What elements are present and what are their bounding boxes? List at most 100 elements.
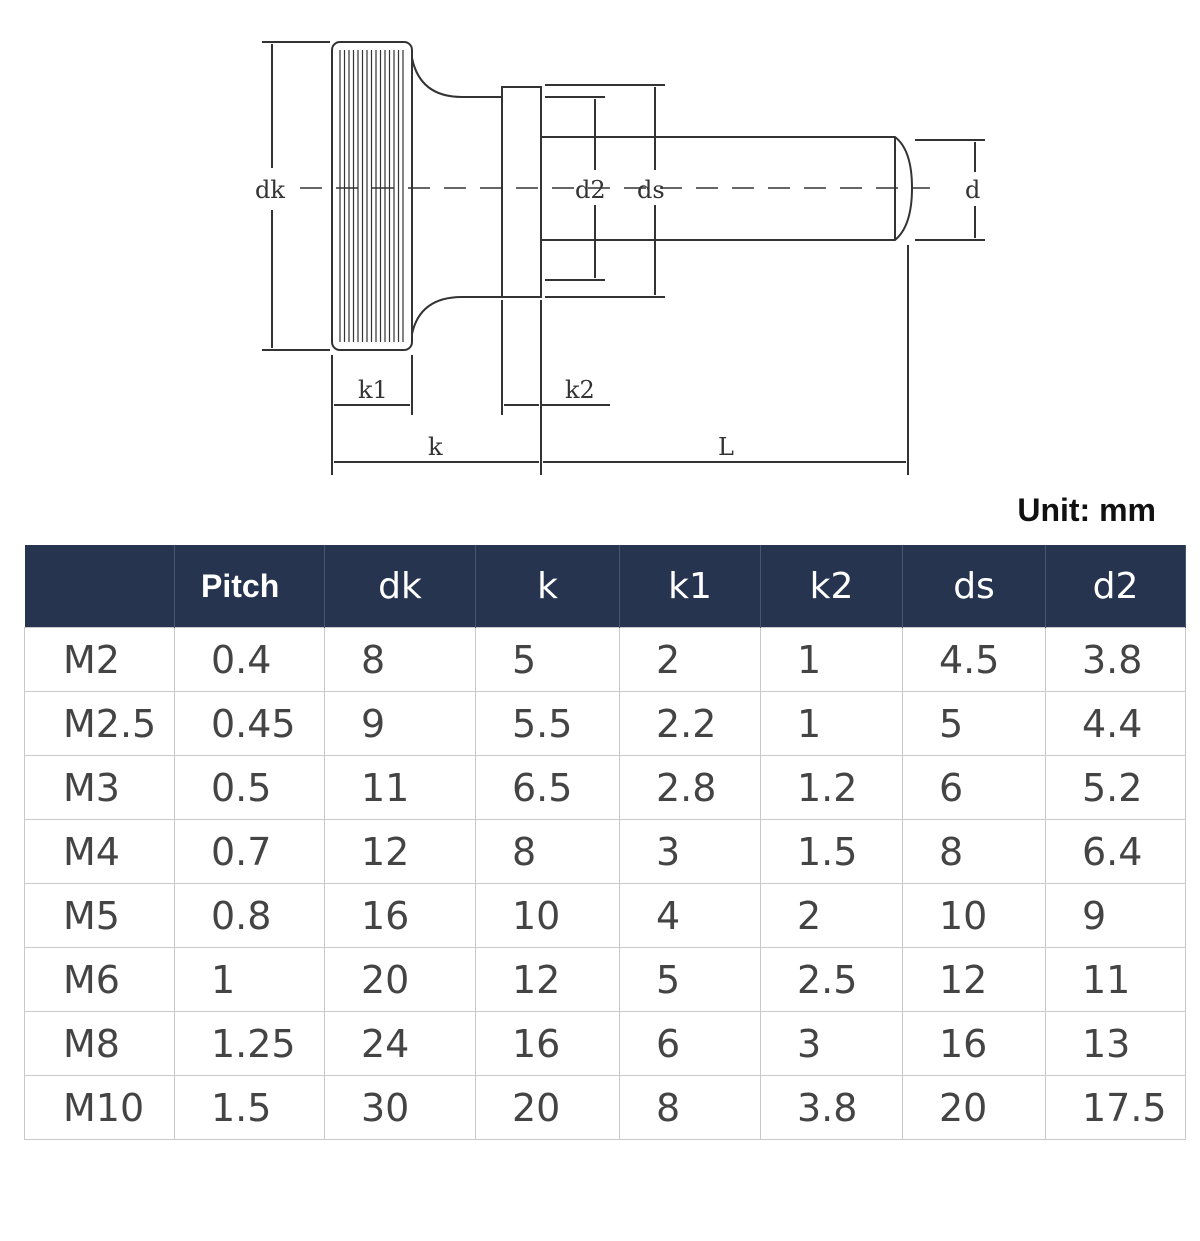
value-cell: 13	[1045, 1011, 1186, 1076]
table-row: M2.5 0.45 9 5.5 2.2 1 5 4.4	[24, 691, 1186, 756]
value-cell: 24	[324, 1011, 476, 1076]
value-cell: 12	[902, 947, 1046, 1012]
value-cell: 1.25	[174, 1011, 325, 1076]
dim-label: d2	[575, 176, 606, 204]
value-cell: 10	[902, 883, 1046, 948]
value-cell: 1	[174, 947, 325, 1012]
column-header: Pitch	[174, 545, 325, 628]
value-cell: 9	[324, 691, 476, 756]
value-cell: 12	[475, 947, 620, 1012]
value-cell: 10	[475, 883, 620, 948]
value-cell: 8	[902, 819, 1046, 884]
value-cell: 6.4	[1045, 819, 1186, 884]
value-cell: 0.7	[174, 819, 325, 884]
value-cell: 11	[1045, 947, 1186, 1012]
value-cell: 0.45	[174, 691, 325, 756]
dim-label: k1	[358, 376, 388, 404]
column-header: k2	[760, 545, 903, 628]
value-cell: 1	[760, 691, 903, 756]
unit-label: Unit: mm	[1017, 492, 1156, 528]
value-cell: 2.8	[619, 755, 761, 820]
value-cell: 5	[475, 627, 620, 692]
value-cell: 20	[902, 1075, 1046, 1140]
value-cell: 2.5	[760, 947, 903, 1012]
table-row: M3 0.5 11 6.5 2.8 1.2 6 5.2	[24, 755, 1186, 820]
column-header: ds	[902, 545, 1046, 628]
value-cell: 16	[475, 1011, 620, 1076]
size-cell: M2	[24, 627, 175, 692]
size-cell: M10	[24, 1075, 175, 1140]
value-cell: 2.2	[619, 691, 761, 756]
value-cell: 5	[902, 691, 1046, 756]
value-cell: 4.4	[1045, 691, 1186, 756]
dim-label: k	[428, 433, 443, 461]
value-cell: 16	[902, 1011, 1046, 1076]
size-cell: M2.5	[24, 691, 175, 756]
value-cell: 0.8	[174, 883, 325, 948]
value-cell: 17.5	[1045, 1075, 1186, 1140]
collar	[501, 86, 542, 298]
header-corner	[24, 545, 175, 628]
value-cell: 8	[619, 1075, 761, 1140]
value-cell: 1.2	[760, 755, 903, 820]
value-cell: 0.4	[174, 627, 325, 692]
dim-label: L	[718, 433, 734, 461]
value-cell: 5	[619, 947, 761, 1012]
value-cell: 5.5	[475, 691, 620, 756]
size-cell: M4	[24, 819, 175, 884]
value-cell: 6	[902, 755, 1046, 820]
size-cell: M5	[24, 883, 175, 948]
header-row: Pitch dk k k1 k2 ds d2	[24, 545, 1186, 628]
table-row: M2 0.4 8 5 2 1 4.5 3.8	[24, 627, 1186, 692]
value-cell: 20	[475, 1075, 620, 1140]
size-cell: M8	[24, 1011, 175, 1076]
value-cell: 30	[324, 1075, 476, 1140]
neck	[411, 57, 502, 335]
value-cell: 9	[1045, 883, 1186, 948]
dim-label: dk	[255, 176, 285, 204]
value-cell: 1.5	[174, 1075, 325, 1140]
value-cell: 3.8	[760, 1075, 903, 1140]
knurling	[339, 50, 404, 342]
value-cell: 3	[760, 1011, 903, 1076]
column-header: d2	[1045, 545, 1186, 628]
knurled-head	[331, 41, 413, 351]
table-body: M2 0.4 8 5 2 1 4.5 3.8 M2.5 0.45 9 5.5 2.2 1 5 4.4 M3 0.5…	[24, 627, 1186, 1140]
size-cell: M6	[24, 947, 175, 1012]
value-cell: 12	[324, 819, 476, 884]
value-cell: 5.2	[1045, 755, 1186, 820]
value-cell: 2	[760, 883, 903, 948]
dim-label: d	[965, 176, 980, 204]
column-header: dk	[324, 545, 476, 628]
value-cell: 16	[324, 883, 476, 948]
screw-outline	[300, 41, 930, 351]
column-header: k1	[619, 545, 761, 628]
spec-table: Pitch dk k k1 k2 ds d2 M2 0.4 8 5 2 1 4.5 3.8 M2.5 0.45…	[24, 545, 1186, 1140]
value-cell: 1.5	[760, 819, 903, 884]
value-cell: 3.8	[1045, 627, 1186, 692]
table-row: M6 1 20 12 5 2.5 12 11	[24, 947, 1186, 1012]
size-cell: M3	[24, 755, 175, 820]
value-cell: 8	[475, 819, 620, 884]
value-cell: 2	[619, 627, 761, 692]
value-cell: 1	[760, 627, 903, 692]
dim-label: ds	[637, 176, 665, 204]
dimension-lines	[262, 41, 985, 475]
table-row: M8 1.25 24 16 6 3 16 13	[24, 1011, 1186, 1076]
column-header: k	[475, 545, 620, 628]
value-cell: 20	[324, 947, 476, 1012]
value-cell: 6.5	[475, 755, 620, 820]
table-row: M10 1.5 30 20 8 3.8 20 17.5	[24, 1075, 1186, 1140]
value-cell: 3	[619, 819, 761, 884]
value-cell: 11	[324, 755, 476, 820]
screw-drawing: dk d2 ds d k1 k2 k L	[255, 41, 985, 475]
value-cell: 0.5	[174, 755, 325, 820]
table-row: M5 0.8 16 10 4 2 10 9	[24, 883, 1186, 948]
table-row: M4 0.7 12 8 3 1.5 8 6.4	[24, 819, 1186, 884]
value-cell: 6	[619, 1011, 761, 1076]
value-cell: 4.5	[902, 627, 1046, 692]
dim-label: k2	[565, 376, 595, 404]
value-cell: 4	[619, 883, 761, 948]
value-cell: 8	[324, 627, 476, 692]
